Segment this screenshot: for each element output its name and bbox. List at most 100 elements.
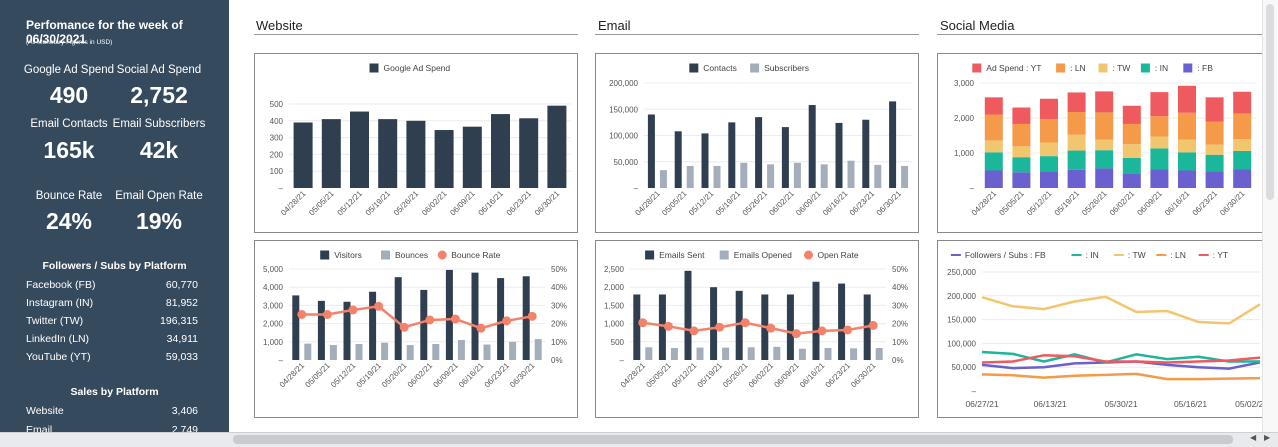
- kpi-label-email-contacts: Email Contacts: [30, 118, 108, 130]
- x-tick-label: 06/30/21: [1218, 189, 1247, 218]
- x-tick-label: 06/16/21: [821, 189, 850, 218]
- vertical-scrollbar-thumb[interactable]: [1266, 4, 1274, 200]
- x-tick-label: 06/02/21: [767, 189, 796, 218]
- bar-segment-yt: [1233, 91, 1252, 114]
- kpi-value-email-subscribers: 42k: [139, 137, 179, 163]
- bar-bounces: [483, 344, 491, 360]
- y2-tick-label: 50%: [892, 265, 908, 274]
- horizontal-scrollbar-thumb[interactable]: [233, 435, 1233, 444]
- y2-tick-label: 30%: [551, 301, 567, 310]
- x-tick-label: 05/12/21: [329, 361, 358, 390]
- rate-point: [348, 305, 358, 315]
- scroll-right-icon[interactable]: ▶: [1264, 433, 1271, 442]
- sales-platform: Website: [26, 405, 64, 417]
- y-tick-label: 400: [270, 117, 284, 126]
- legend-label: Ad Spend : YT: [986, 63, 1041, 73]
- bar-segment-tw: [1205, 144, 1224, 155]
- bar-segment-in: [984, 152, 1003, 171]
- bar-subscribers: [847, 160, 855, 188]
- legend-swatch: [1098, 63, 1108, 73]
- scroll-left-icon[interactable]: ◀: [1250, 433, 1257, 442]
- legend-label: : TW: [1113, 63, 1131, 73]
- chart-panel-website-visitors[interactable]: Visitors Bounces Bounce Rate – 1,000 2,000 3,0…: [254, 240, 578, 418]
- x-tick-label: 05/26/21: [392, 189, 421, 218]
- chart-panel-email-contacts[interactable]: Contacts Subscribers – 50,000 100,000 150,000…: [595, 53, 919, 233]
- x-tick-label: 05/05/21: [303, 361, 332, 390]
- horizontal-scrollbar[interactable]: ◀ ▶: [0, 432, 1278, 447]
- x-tick-label: 05/26/21: [1080, 189, 1109, 218]
- report-subtitle: (All Monetary Figures in USD): [26, 39, 113, 46]
- bar-segment-fb: [984, 170, 1003, 188]
- bar-segment-fb: [1067, 169, 1086, 188]
- bar-segment-fb: [1012, 172, 1031, 188]
- bar-segment-in: [1205, 154, 1224, 172]
- bar-emails-opened: [670, 347, 678, 360]
- x-tick-label: 04/28/21: [970, 189, 999, 218]
- x-tick-label: 05/30/21: [1104, 399, 1137, 409]
- y2-tick-label: 0%: [892, 356, 904, 365]
- y2-tick-label: 0%: [551, 356, 563, 365]
- bar-segment-yt: [1150, 92, 1169, 117]
- legend-label: Visitors: [334, 250, 362, 260]
- bar-segment-in: [1095, 150, 1114, 169]
- chart-panel-followers-subs[interactable]: Followers / Subs : FB: IN: TW: LN: YT – 50…: [937, 240, 1265, 418]
- legend-swatch: [381, 250, 390, 260]
- y-tick-label: –: [279, 356, 284, 365]
- kpi-sidebar: Perfomance for the week of 06/30/2021 (A…: [0, 0, 229, 432]
- legend-swatch: [369, 63, 379, 73]
- bar-bounces: [381, 342, 389, 360]
- bar-segment-in: [1040, 156, 1058, 172]
- bar-contacts: [862, 119, 870, 188]
- chart-panel-google-ad-spend[interactable]: Google Ad Spend –100 200 300 400 500 04/28/21 0…: [254, 53, 578, 233]
- bar-segment-tw: [1233, 139, 1252, 151]
- chart-panel-social-ad-spend[interactable]: Ad Spend : YT: LN: TW: IN: FB – 1,000 2,000…: [937, 53, 1265, 233]
- followers-platform: LinkedIn (LN): [26, 333, 90, 345]
- y-tick-label: 1,000: [604, 320, 625, 329]
- legend-swatch: [320, 250, 330, 260]
- bar-bounces: [534, 339, 542, 360]
- bar-emails-sent: [633, 294, 641, 360]
- website-visitors-chart: Visitors Bounces Bounce Rate – 1,000 2,000 3,0…: [263, 250, 567, 390]
- bar-segment-yt: [1040, 98, 1058, 120]
- legend-label: : TW: [1128, 250, 1146, 260]
- y-tick-label: 500: [611, 338, 625, 347]
- x-tick-label: 05/12/21: [670, 361, 699, 390]
- x-tick-label: 06/30/21: [533, 189, 562, 218]
- followers-row-yt: YouTube (YT) 59,033: [26, 351, 198, 363]
- x-tick-label: 06/16/21: [457, 361, 486, 390]
- bar-segment-fb: [1178, 170, 1196, 188]
- bar-segment-ln: [1067, 112, 1086, 135]
- rate-point: [527, 311, 537, 321]
- bar-emails-opened: [850, 348, 858, 360]
- x-tick-label: 05/05/21: [997, 189, 1026, 218]
- report-title: Perfomance for the week of 06/30/2021: [26, 18, 183, 46]
- followers-value: 81,952: [165, 297, 198, 309]
- followers-platform: Instagram (IN): [26, 297, 94, 309]
- x-tick-label: 05/26/21: [721, 361, 750, 390]
- legend-label: Bounce Rate: [451, 250, 500, 260]
- y-tick-label: –: [972, 387, 977, 396]
- x-tick-label: 06/23/21: [848, 189, 877, 218]
- legend-label: : IN: [1086, 250, 1099, 260]
- y2-tick-label: 40%: [551, 283, 567, 292]
- x-tick-label: 06/02/21: [420, 189, 449, 218]
- x-tick-label: 05/19/21: [1053, 189, 1082, 218]
- bar-segment-fb: [1150, 169, 1169, 188]
- bar-segment-in: [1233, 150, 1252, 170]
- legend-label: Emails Opened: [734, 250, 792, 260]
- y-tick-label: 4,000: [263, 283, 284, 292]
- legend-swatch: [719, 250, 729, 260]
- x-tick-label: 06/30/21: [849, 361, 878, 390]
- bar-segment-ln: [1205, 121, 1224, 145]
- section-divider: [595, 34, 919, 35]
- y-tick-label: 100,000: [947, 339, 976, 348]
- bar-google-ad-spend: [293, 122, 313, 188]
- legend-label: Bounces: [395, 250, 428, 260]
- bar-emails-sent: [658, 294, 666, 360]
- y-tick-label: 1,000: [954, 149, 975, 158]
- x-tick-label: 05/19/21: [364, 189, 393, 218]
- followers-subs-chart: Followers / Subs : FB: IN: TW: LN: YT – 50…: [947, 250, 1264, 409]
- legend-swatch: [750, 63, 760, 73]
- chart-panel-emails-sent[interactable]: Emails Sent Emails Opened Open Rate – 500 1,0…: [595, 240, 919, 418]
- legend-swatch: [1140, 63, 1150, 73]
